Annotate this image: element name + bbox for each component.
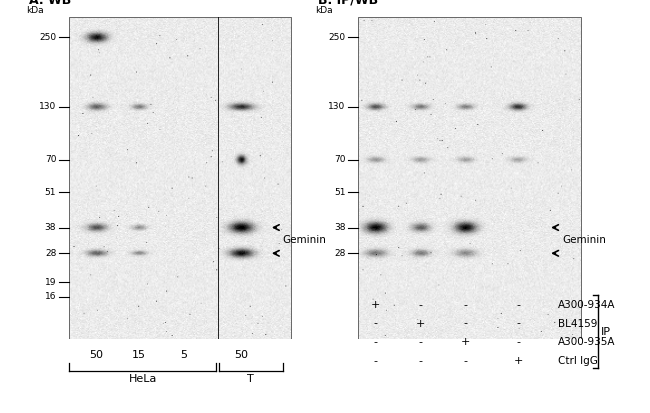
Text: +: + bbox=[416, 318, 425, 328]
Text: -: - bbox=[463, 300, 467, 310]
Text: -: - bbox=[374, 356, 378, 366]
Bar bbox=[358, 17, 580, 339]
Text: 28: 28 bbox=[334, 249, 346, 258]
Text: Geminin: Geminin bbox=[562, 235, 606, 245]
Text: Ctrl IgG: Ctrl IgG bbox=[558, 356, 598, 366]
Text: 130: 130 bbox=[39, 102, 57, 111]
Text: 38: 38 bbox=[45, 223, 57, 232]
Text: HeLa: HeLa bbox=[129, 374, 157, 384]
Text: 51: 51 bbox=[45, 188, 57, 197]
Text: 70: 70 bbox=[334, 155, 346, 164]
Text: T: T bbox=[248, 374, 254, 384]
Text: -: - bbox=[516, 318, 520, 328]
Text: -: - bbox=[516, 337, 520, 347]
Text: 250: 250 bbox=[328, 33, 346, 42]
Text: BL4159: BL4159 bbox=[558, 318, 597, 328]
Text: 130: 130 bbox=[328, 102, 346, 111]
Text: Geminin: Geminin bbox=[283, 235, 326, 245]
Text: A300-935A: A300-935A bbox=[558, 337, 616, 347]
Text: +: + bbox=[514, 356, 523, 366]
Text: +: + bbox=[371, 300, 380, 310]
Text: A300-934A: A300-934A bbox=[558, 300, 616, 310]
Text: 50: 50 bbox=[235, 350, 248, 360]
Bar bbox=[69, 17, 291, 339]
Text: 70: 70 bbox=[45, 155, 57, 164]
Text: +: + bbox=[461, 337, 471, 347]
Text: -: - bbox=[419, 300, 422, 310]
Text: 50: 50 bbox=[89, 350, 103, 360]
Text: 15: 15 bbox=[132, 350, 146, 360]
Text: -: - bbox=[419, 356, 422, 366]
Text: -: - bbox=[516, 300, 520, 310]
Text: 38: 38 bbox=[334, 223, 346, 232]
Text: -: - bbox=[419, 337, 422, 347]
Text: IP: IP bbox=[601, 327, 611, 337]
Text: 19: 19 bbox=[45, 278, 57, 287]
Text: -: - bbox=[374, 337, 378, 347]
Text: -: - bbox=[374, 318, 378, 328]
Text: -: - bbox=[463, 356, 467, 366]
Text: kDa: kDa bbox=[315, 6, 333, 15]
Text: B. IP/WB: B. IP/WB bbox=[318, 0, 378, 7]
Text: 16: 16 bbox=[45, 292, 57, 301]
Text: A. WB: A. WB bbox=[29, 0, 71, 7]
Text: 28: 28 bbox=[45, 249, 57, 258]
Text: 51: 51 bbox=[334, 188, 346, 197]
Text: 5: 5 bbox=[181, 350, 187, 360]
Text: 250: 250 bbox=[39, 33, 57, 42]
Text: kDa: kDa bbox=[26, 6, 44, 15]
Text: -: - bbox=[463, 318, 467, 328]
